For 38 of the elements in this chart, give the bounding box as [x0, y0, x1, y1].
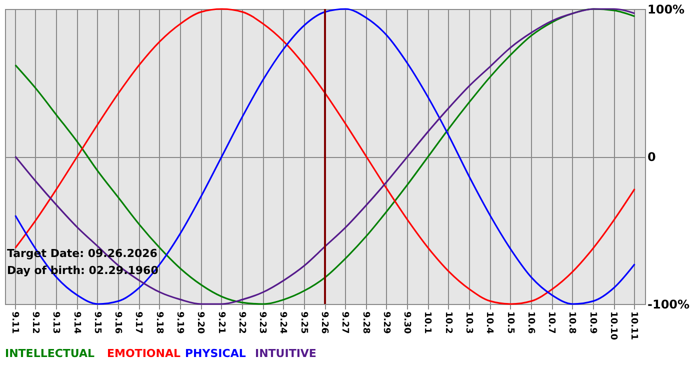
x-tick-label: 10.6	[525, 312, 536, 334]
x-tick-label: 10.1	[422, 312, 432, 334]
x-tick-label: 9.22	[236, 312, 246, 334]
x-tick-label: 10.3	[464, 312, 474, 334]
x-tick-label: 9.19	[174, 312, 184, 334]
x-tick-label: 9.11	[9, 312, 20, 334]
x-tick-label: 10.8	[566, 312, 577, 334]
x-tick-label: 9.17	[133, 312, 144, 334]
x-tick-label: 10.9	[587, 312, 598, 334]
x-tick-label: 9.26	[319, 312, 329, 334]
x-tick-label: 9.13	[50, 312, 61, 334]
x-tick-label: 9.16	[112, 312, 123, 334]
x-tick-label: 9.23	[257, 312, 268, 334]
x-tick-label: 10.2	[442, 312, 453, 334]
x-tick-label: 10.5	[504, 312, 515, 334]
y-tick-label: 100%	[648, 2, 685, 16]
x-tick-label: 9.18	[154, 312, 164, 334]
y-tick-label: -100%	[648, 298, 690, 312]
x-tick-label: 9.25	[298, 312, 308, 334]
x-tick-label: 9.29	[380, 312, 391, 334]
x-tick-label: 10.4	[484, 312, 494, 334]
x-tick-label: 9.27	[340, 312, 350, 334]
x-tick-label: 9.24	[278, 312, 288, 334]
x-tick-label: 9.30	[402, 312, 412, 334]
text: INTELLECTUAL	[5, 347, 95, 360]
x-tick-label: 9.15	[92, 312, 102, 334]
x-tick-label: 10.7	[546, 312, 556, 334]
x-tick-label: 9.21	[216, 312, 226, 334]
text: EMOTIONAL	[107, 347, 180, 360]
x-tick-label: 9.14	[71, 312, 82, 334]
x-tick-label: 9.12	[30, 312, 40, 334]
x-tick-label: 10.11	[628, 312, 639, 340]
text: PHYSICAL	[185, 347, 246, 360]
x-tick-label: 10.10	[608, 312, 618, 340]
x-tick-label: 9.20	[195, 312, 206, 334]
y-tick-label: 0	[648, 150, 656, 164]
text: INTUITIVE	[255, 347, 316, 360]
x-tick-label: 9.28	[360, 312, 370, 334]
